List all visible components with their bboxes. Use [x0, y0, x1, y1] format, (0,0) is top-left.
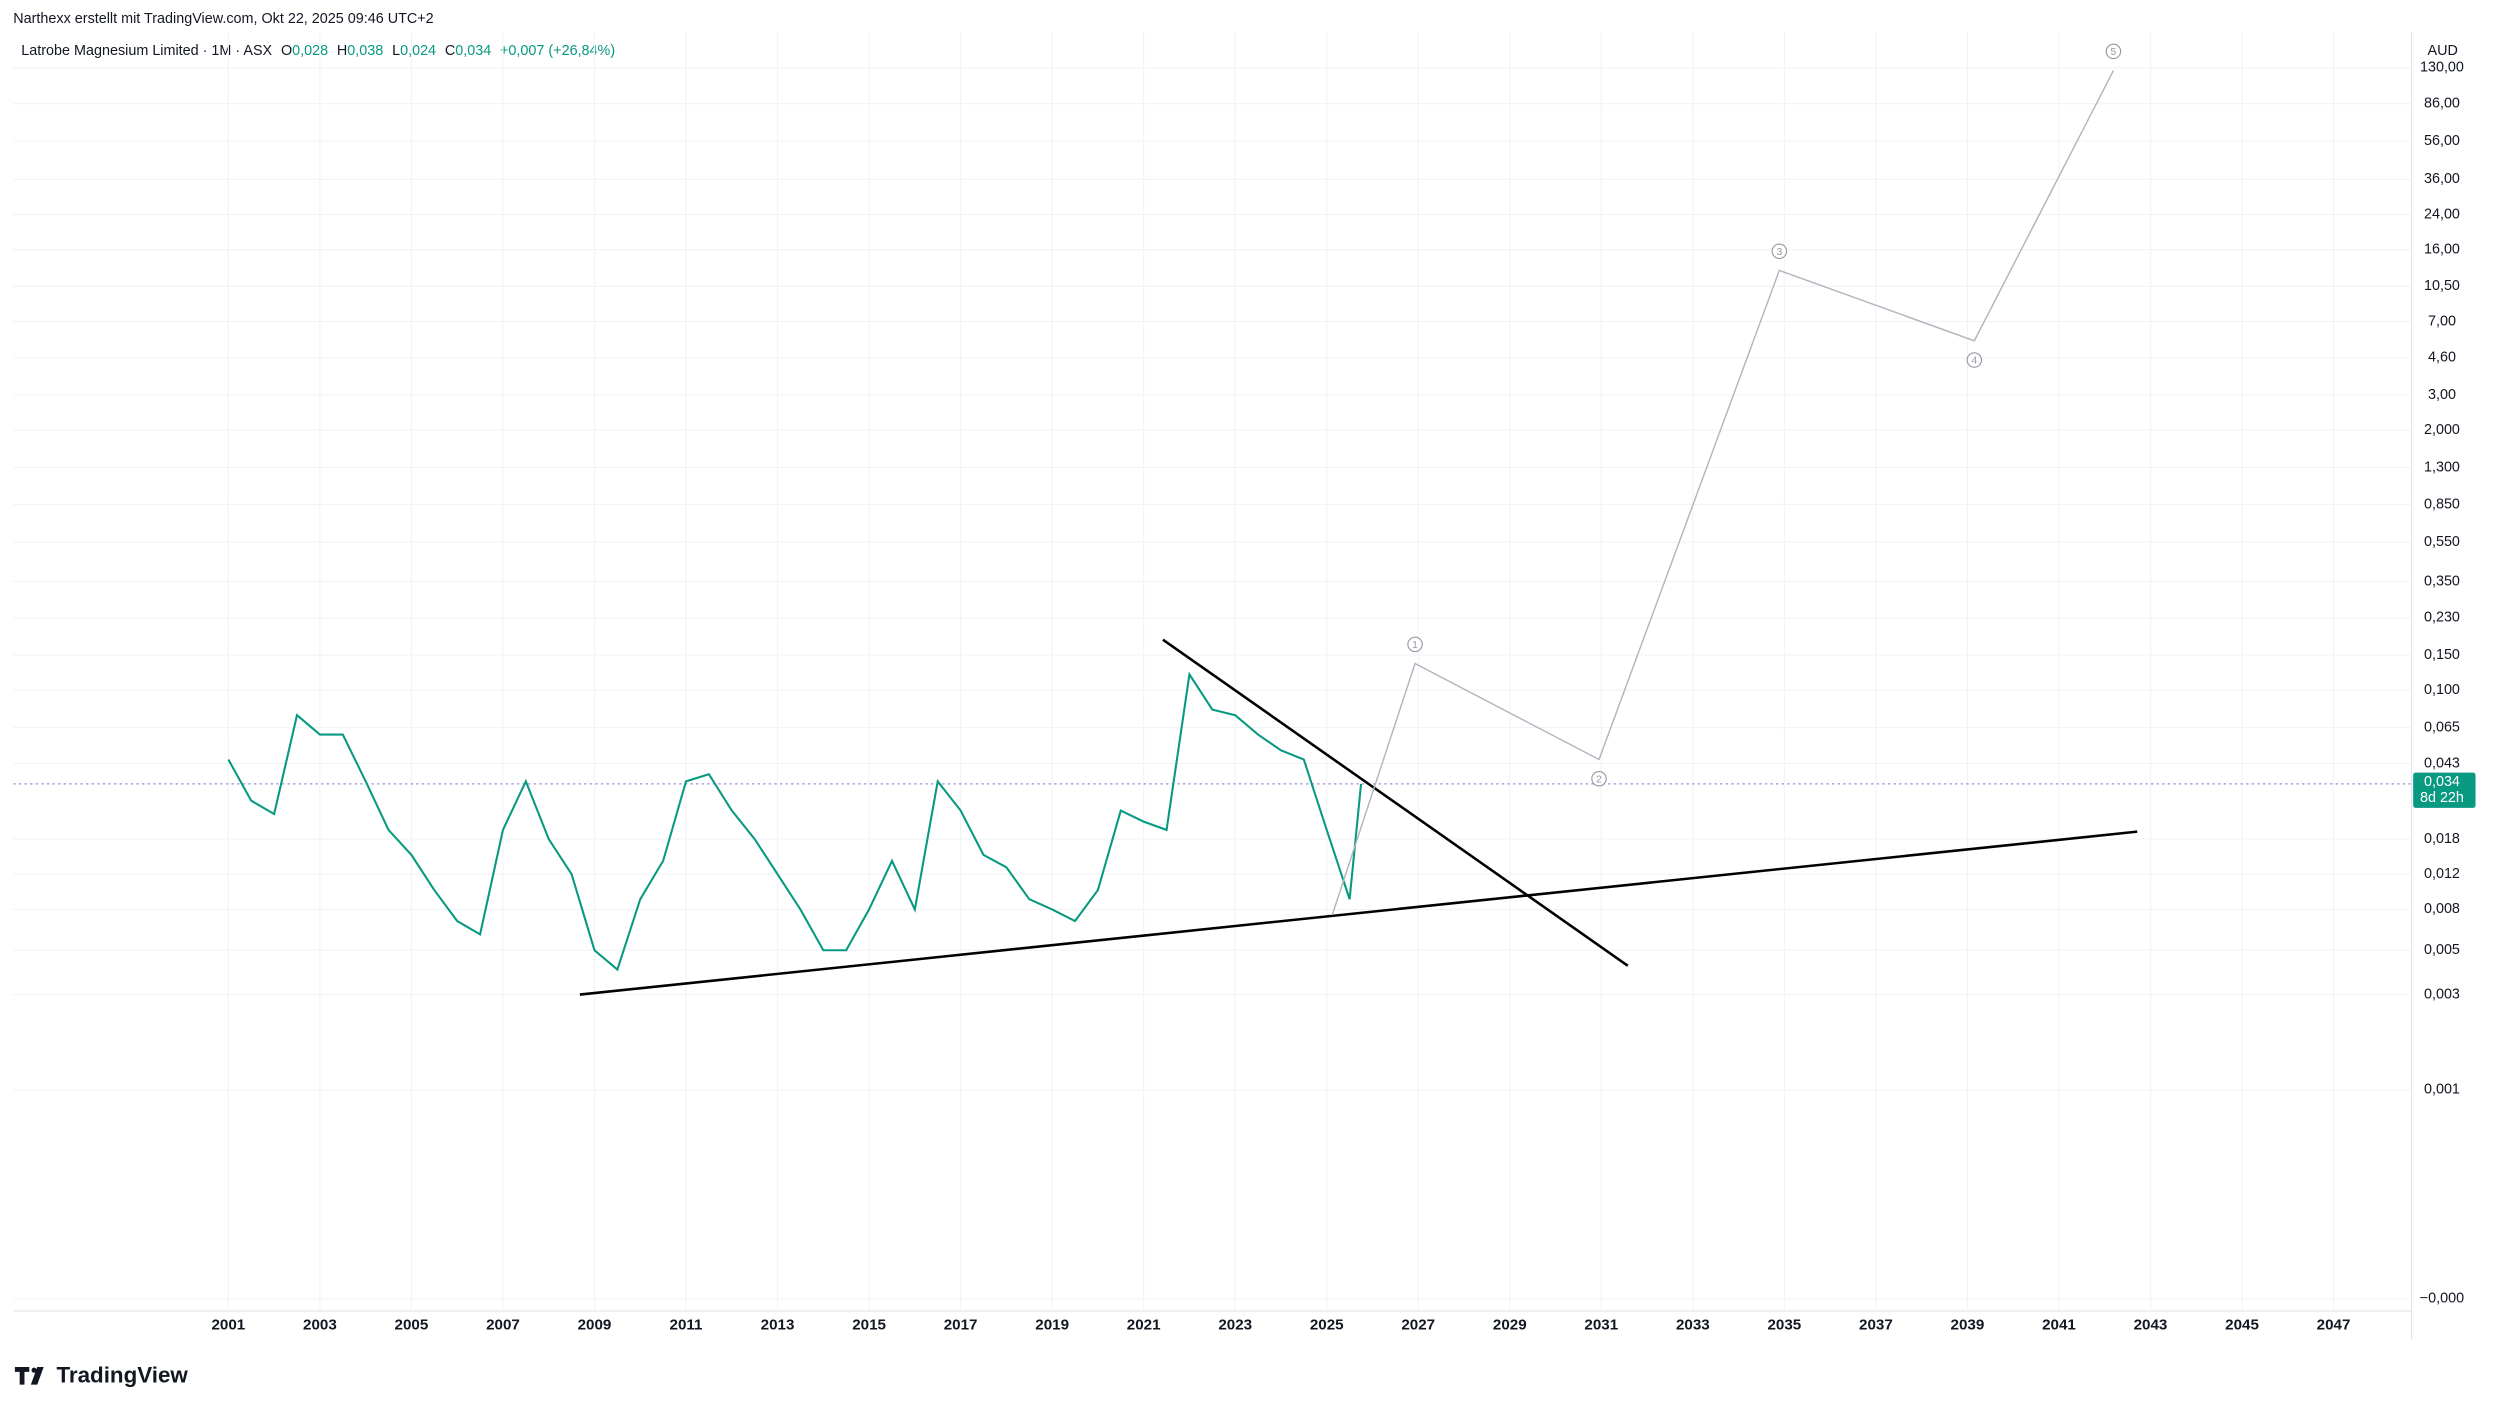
x-tick-label: 2003: [303, 1316, 337, 1333]
logo-dot: [31, 1367, 37, 1373]
wave-label-circle: [1407, 636, 1423, 653]
y-tick-label: 130,00: [2420, 60, 2464, 76]
y-tick-label: 0,012: [2424, 866, 2460, 882]
x-tick-label: 2039: [1951, 1316, 1985, 1333]
logo-icon: [14, 1367, 44, 1385]
x-tick-label: 2007: [486, 1316, 520, 1333]
x-tick-label: 2023: [1218, 1316, 1252, 1333]
y-tick-label: 0,018: [2424, 831, 2460, 847]
y-tick-label: 36,00: [2424, 171, 2460, 187]
high-label: H: [337, 43, 347, 59]
x-tick-label: 2019: [1035, 1316, 1069, 1333]
high: 0,038: [347, 43, 383, 59]
x-tick-label: 2025: [1310, 1316, 1344, 1333]
currency: AUD: [2428, 43, 2458, 59]
y-tick-label: −0,000: [2420, 1291, 2464, 1307]
close-label: C: [445, 43, 455, 59]
x-tick-label: 2027: [1401, 1316, 1435, 1333]
open-label: O: [281, 43, 292, 59]
change: +0,007 (+26,84%): [500, 43, 615, 59]
y-tick-label: 0,001: [2424, 1082, 2460, 1098]
x-tick-label: 2013: [761, 1316, 795, 1333]
wave-label: 1: [1412, 640, 1418, 651]
currency-box: [2416, 38, 2481, 64]
x-tick-label: 2035: [1767, 1316, 1801, 1333]
y-tick-label: 7,00: [2428, 313, 2456, 329]
wave-label-circle: [2105, 43, 2122, 60]
symbol: Latrobe Magnesium Limited · 1M · ASX: [21, 43, 272, 59]
y-tick-label: 0,150: [2424, 647, 2460, 663]
x-tick-label: 2001: [211, 1316, 245, 1333]
y-tick-label: 0,003: [2424, 986, 2460, 1002]
y-tick-label: 0,005: [2424, 942, 2460, 958]
wave-label: 3: [1776, 247, 1782, 258]
wave-label: 5: [2111, 47, 2117, 58]
y-tick-label: 86,00: [2424, 96, 2460, 112]
y-tick-label: 0,230: [2424, 610, 2460, 626]
x-tick-label: 2047: [2317, 1316, 2351, 1333]
y-tick-label: 0,550: [2424, 534, 2460, 550]
y-tick-label: 0,043: [2424, 755, 2460, 771]
x-tick-label: 2045: [2225, 1316, 2259, 1333]
y-tick-label: 2,000: [2424, 422, 2460, 438]
y-tick-label: 10,50: [2424, 278, 2460, 294]
trendline: [1162, 638, 1629, 967]
grid: [13, 31, 2412, 1312]
credit: Narthexx erstellt mit TradingView.com, O…: [13, 11, 433, 27]
y-tick-label: 4,60: [2428, 350, 2456, 366]
wave-label-circle: [1966, 352, 1983, 368]
wave-label-circle: [1591, 770, 1607, 787]
y-tick-label: 0,008: [2424, 901, 2460, 917]
low: 0,024: [400, 43, 436, 59]
low-label: L: [392, 43, 400, 59]
y-tick-label: 24,00: [2424, 206, 2460, 222]
wave-label-circle: [1771, 243, 1788, 260]
x-tick-label: 2029: [1493, 1316, 1527, 1333]
x-tick-label: 2033: [1676, 1316, 1710, 1333]
price-tag: [2413, 772, 2476, 808]
close: 0,034: [455, 43, 491, 59]
x-tick-label: 2015: [852, 1316, 886, 1333]
open: 0,028: [292, 43, 328, 59]
wave-path: [1331, 70, 2115, 916]
x-tick-label: 2021: [1127, 1316, 1161, 1333]
wave-label: 4: [1971, 356, 1977, 367]
price-tag-value: 0,034: [2424, 774, 2460, 790]
y-tick-label: 0,850: [2424, 496, 2460, 512]
brand-logo: [14, 1367, 44, 1385]
y-tick-label: 0,065: [2424, 719, 2460, 735]
x-tick-label: 2017: [944, 1316, 978, 1333]
y-tick-label: 56,00: [2424, 133, 2460, 149]
y-tick-label: 0,350: [2424, 573, 2460, 589]
y-tick-label: 16,00: [2424, 242, 2460, 258]
y-tick-label: 0,100: [2424, 682, 2460, 698]
wave-label: 2: [1596, 774, 1602, 785]
price-line: [227, 671, 1363, 972]
price-tag-countdown: 8d 22h: [2420, 790, 2464, 806]
y-tick-label: 1,300: [2424, 459, 2460, 475]
brand: TradingView: [56, 1363, 188, 1388]
x-tick-label: 2043: [2134, 1316, 2168, 1333]
x-tick-label: 2031: [1584, 1316, 1618, 1333]
trendline: [579, 830, 2138, 996]
y-tick-label: 3,00: [2428, 387, 2456, 403]
x-tick-label: 2041: [2042, 1316, 2076, 1333]
x-tick-label: 2011: [670, 1316, 703, 1333]
x-tick-label: 2037: [1859, 1316, 1893, 1333]
x-tick-label: 2009: [578, 1316, 612, 1333]
x-tick-label: 2005: [395, 1316, 429, 1333]
legend: Latrobe Magnesium Limited · 1M · ASX O0,…: [21, 43, 615, 59]
